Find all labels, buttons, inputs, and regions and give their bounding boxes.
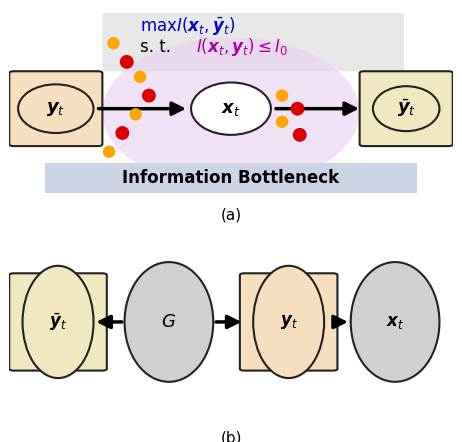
Point	[123, 58, 130, 65]
Ellipse shape	[253, 266, 324, 378]
Ellipse shape	[373, 86, 439, 131]
FancyBboxPatch shape	[45, 163, 417, 193]
Text: $\bar{\boldsymbol{y}}_t$: $\bar{\boldsymbol{y}}_t$	[49, 311, 67, 333]
Text: $\bar{\boldsymbol{y}}_t$: $\bar{\boldsymbol{y}}_t$	[396, 98, 416, 119]
FancyBboxPatch shape	[359, 71, 453, 146]
Ellipse shape	[18, 84, 93, 133]
Ellipse shape	[103, 38, 359, 187]
Text: $\boldsymbol{y}_t$: $\boldsymbol{y}_t$	[46, 99, 66, 118]
Text: s. t.: s. t.	[140, 38, 171, 56]
Ellipse shape	[125, 262, 213, 382]
Text: $I(\boldsymbol{x}_t, \boldsymbol{y}_t) \leq I_0$: $I(\boldsymbol{x}_t, \boldsymbol{y}_t) \…	[195, 36, 288, 58]
Point	[278, 118, 286, 125]
Point	[132, 111, 140, 118]
Text: $\max I(\boldsymbol{x}_t, \bar{\boldsymbol{y}}_t)$: $\max I(\boldsymbol{x}_t, \bar{\boldsymb…	[140, 15, 235, 38]
Text: Information Bottleneck: Information Bottleneck	[122, 169, 340, 187]
Ellipse shape	[351, 262, 439, 382]
Text: $\boldsymbol{x}_t$: $\boldsymbol{x}_t$	[221, 99, 241, 118]
Text: $\boldsymbol{x}_t$: $\boldsymbol{x}_t$	[386, 313, 404, 331]
Text: $\boldsymbol{y}_t$: $\boldsymbol{y}_t$	[280, 313, 298, 331]
Ellipse shape	[23, 266, 93, 378]
Text: (b): (b)	[220, 431, 242, 442]
Point	[119, 130, 126, 137]
Point	[278, 92, 286, 99]
FancyBboxPatch shape	[103, 8, 404, 71]
FancyBboxPatch shape	[9, 71, 103, 146]
Ellipse shape	[191, 83, 271, 135]
Point	[105, 148, 113, 155]
Point	[136, 73, 144, 80]
Point	[110, 40, 117, 47]
FancyBboxPatch shape	[9, 273, 107, 370]
Point	[145, 92, 152, 99]
Point	[294, 105, 301, 112]
Text: $G$: $G$	[161, 313, 176, 331]
Text: (a): (a)	[220, 208, 242, 223]
FancyBboxPatch shape	[240, 273, 337, 370]
Point	[296, 131, 304, 138]
